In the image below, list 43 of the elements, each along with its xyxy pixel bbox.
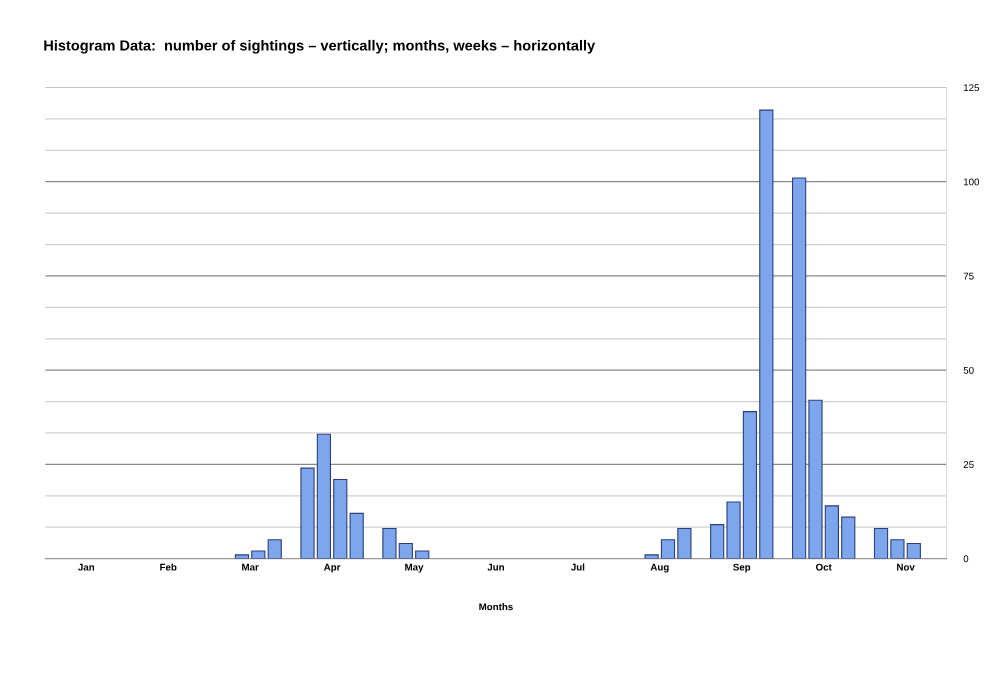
bar	[415, 550, 430, 559]
y-tick-label: 25	[963, 461, 974, 468]
y-tick-label: 125	[963, 84, 980, 92]
x-tick-label: Jun	[487, 563, 504, 571]
x-axis-title: Months	[479, 603, 513, 611]
bar	[382, 527, 397, 559]
bar	[267, 539, 282, 559]
y-tick-label: 50	[963, 366, 974, 374]
y-tick-label: 0	[963, 555, 969, 563]
chart-title: Histogram Data: number of sightings – vertically; months, weeks – horizontally	[44, 39, 596, 54]
bar	[890, 539, 905, 559]
y-tick-label: 100	[963, 178, 980, 186]
x-tick-label: Mar	[242, 563, 259, 571]
x-tick-label: Aug	[650, 563, 669, 573]
x-tick-label: Oct	[815, 563, 832, 571]
bar	[824, 505, 839, 559]
x-tick-label: Jul	[571, 563, 585, 571]
bar	[660, 539, 676, 559]
bar	[791, 177, 807, 559]
bar	[677, 527, 692, 559]
bar	[349, 512, 364, 559]
bar	[759, 109, 774, 559]
x-tick-label: May	[405, 563, 424, 573]
bar	[710, 524, 725, 559]
bar	[726, 501, 741, 559]
x-tick-label: Sep	[733, 563, 751, 573]
bar	[841, 516, 856, 559]
x-tick-label: Apr	[323, 563, 341, 573]
x-tick-label: Jan	[78, 563, 95, 571]
bar	[398, 542, 413, 559]
bar	[251, 550, 266, 559]
bar	[316, 433, 331, 559]
x-tick-label: Feb	[160, 563, 177, 571]
bar	[333, 478, 348, 559]
bar	[234, 554, 250, 559]
y-tick-label: 75	[963, 272, 974, 280]
bar	[808, 399, 823, 559]
bar	[300, 467, 315, 559]
bar	[644, 554, 659, 559]
bar	[742, 411, 758, 559]
bar	[906, 542, 921, 559]
x-tick-label: Nov	[897, 563, 915, 571]
bar	[873, 527, 889, 559]
